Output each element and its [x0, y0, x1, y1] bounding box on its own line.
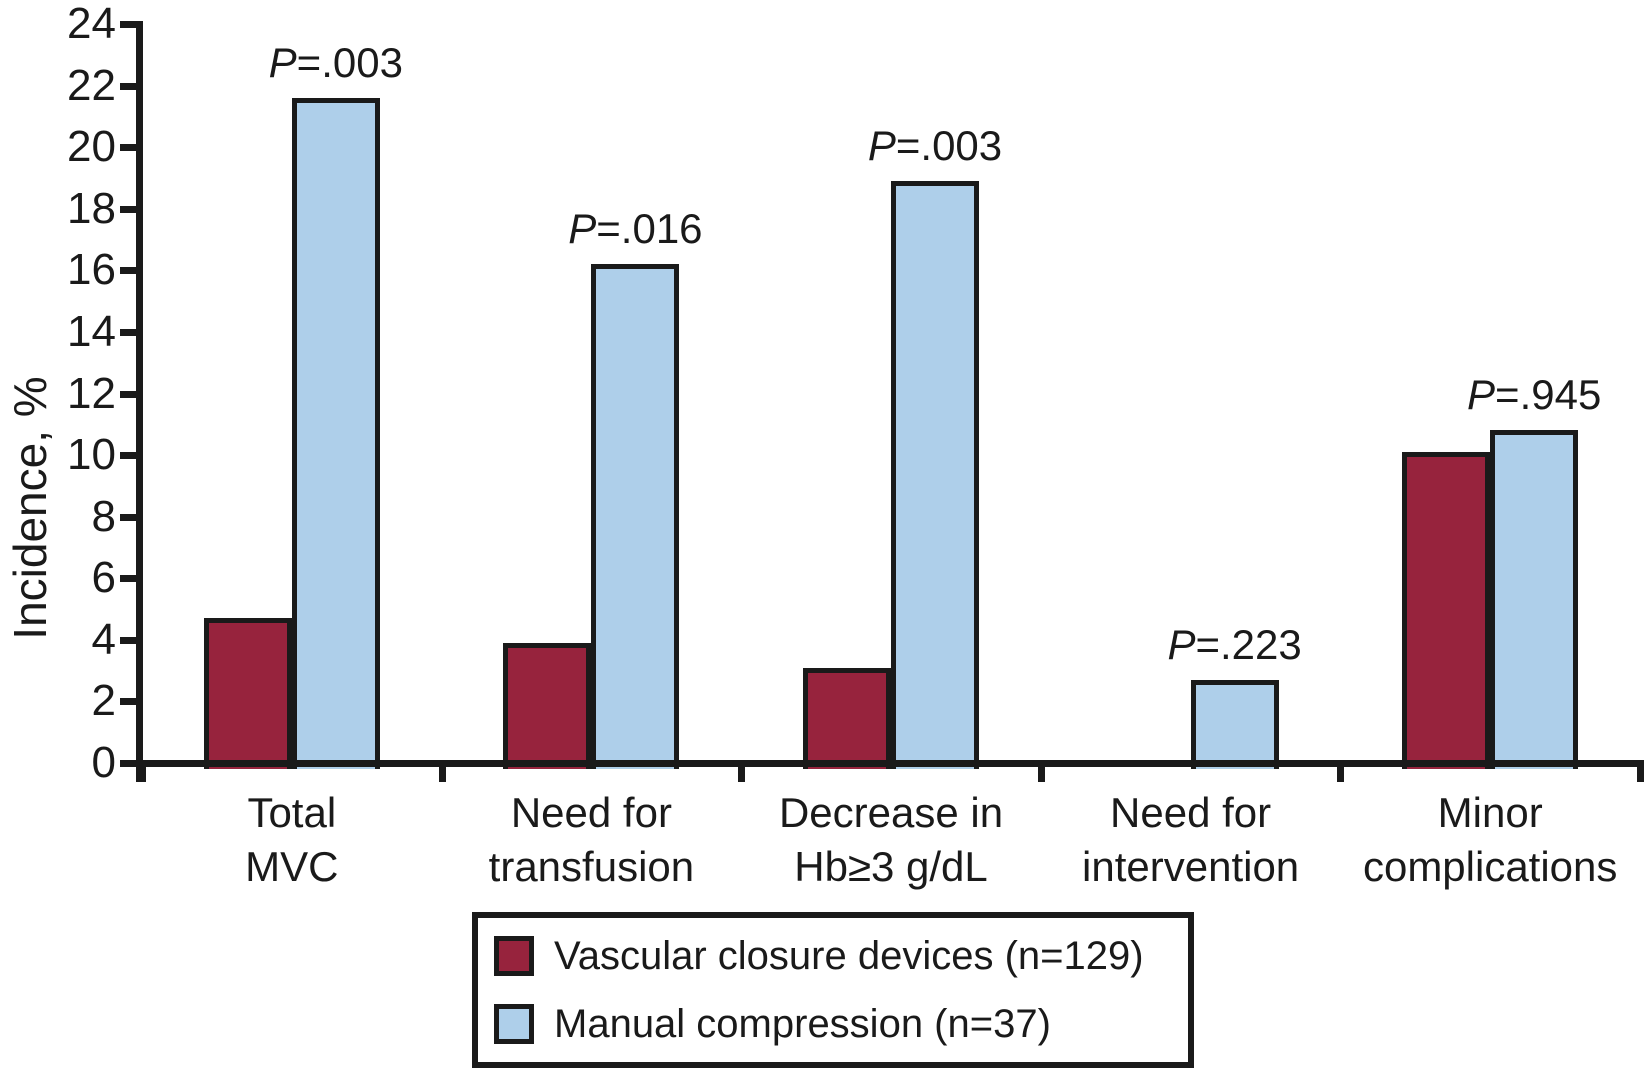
x-category-label-line: Hb≥3 g/dL: [794, 843, 988, 890]
p-value-label-minor-complications: P=.945: [1467, 371, 1602, 419]
y-axis-tick-label: 18: [67, 183, 116, 233]
bar-manual-compression-n-37-decrease-in-hb-3-g-dl: [891, 181, 979, 769]
bar-vascular-closure-devices-n-129-need-for-transfusion: [503, 642, 592, 769]
y-axis-tick-label: 0: [91, 738, 116, 787]
x-category-label-line: MVC: [245, 843, 339, 890]
x-axis-line: [136, 760, 1644, 767]
bar-vascular-closure-devices-n-129-decrease-in-hb-3-g-dl: [803, 667, 891, 769]
y-axis-tick: [120, 575, 142, 583]
y-axis-tick-label: 8: [91, 491, 116, 541]
bar-manual-compression-n-37-need-for-transfusion: [591, 264, 680, 769]
x-category-label-decrease-in-hb-3-g-dl: Decrease in Hb≥3 g/dL: [779, 786, 1003, 894]
x-category-label-line: Need for: [1110, 789, 1272, 836]
p-value-label-need-for-transfusion: P=.016: [568, 205, 703, 253]
bar-manual-compression-n-37-minor-complications: [1490, 430, 1579, 769]
legend-label-vascular-closure-devices: Vascular closure devices (n=129): [554, 934, 1144, 978]
y-axis-tick-label: 14: [67, 306, 116, 356]
x-category-label-total-mvc: Total MVC: [245, 786, 338, 894]
x-axis-tick: [438, 763, 446, 782]
bar-vascular-closure-devices-n-129-total-mvc: [203, 618, 292, 769]
y-axis-tick: [120, 21, 142, 28]
legend-swatch-manual-compression: [494, 1004, 534, 1044]
y-axis-tick: [120, 390, 142, 398]
bar-manual-compression-n-37-total-mvc: [291, 97, 380, 769]
y-axis-tick: [120, 636, 142, 644]
x-category-label-line: transfusion: [488, 843, 695, 890]
y-axis-tick-label: 2: [91, 676, 116, 726]
x-category-label-need-for-intervention: Need for intervention: [1082, 786, 1299, 894]
x-category-label-line: Minor: [1437, 789, 1543, 836]
y-axis-tick: [120, 328, 142, 336]
x-axis-tick: [1337, 763, 1345, 782]
x-category-label-line: complications: [1362, 843, 1618, 890]
x-category-label-minor-complications: Minor complications: [1363, 786, 1617, 894]
legend-swatch-vascular-closure-devices: [494, 936, 534, 976]
x-axis-tick: [139, 763, 146, 782]
legend-label-manual-compression: Manual compression (n=37): [554, 1002, 1051, 1046]
x-axis-tick: [738, 763, 746, 782]
p-value-label-total-mvc: P=.003: [268, 38, 403, 86]
y-axis-tick: [120, 698, 142, 706]
legend-row-vcd: Vascular closure devices (n=129): [494, 934, 1188, 978]
p-value-label-decrease-in-hb-3-g-dl: P=.003: [867, 122, 1003, 170]
y-axis-tick-label: 24: [67, 0, 116, 48]
bar-manual-compression-n-37-need-for-intervention: [1190, 679, 1279, 769]
y-axis-tick-label: 16: [67, 245, 116, 295]
y-axis-tick: [120, 760, 142, 767]
y-axis-tick: [120, 513, 142, 521]
x-category-label-line: intervention: [1082, 843, 1300, 890]
y-axis-tick-label: 22: [67, 60, 116, 110]
y-axis-tick: [120, 267, 142, 275]
y-axis-tick: [120, 144, 142, 152]
y-axis-tick: [120, 82, 142, 90]
x-axis-tick: [1637, 763, 1644, 782]
x-category-label-need-for-transfusion: Need for transfusion: [489, 786, 694, 894]
y-axis-tick: [120, 452, 142, 460]
y-axis-tick: [120, 205, 142, 213]
x-category-label-line: Decrease in: [778, 789, 1004, 836]
y-axis-line: [136, 21, 143, 782]
x-category-label-line: Need for: [510, 789, 672, 836]
x-category-label-line: Total: [247, 789, 337, 836]
y-axis-tick-label: 4: [91, 614, 116, 664]
legend: Vascular closure devices (n=129) Manual …: [472, 912, 1194, 1068]
bar-vascular-closure-devices-n-129-minor-complications: [1402, 452, 1491, 769]
y-axis-tick-label: 6: [91, 553, 116, 603]
y-axis-tick-label: 10: [67, 430, 116, 480]
p-value-label-need-for-intervention: P=.223: [1167, 620, 1302, 668]
y-axis-tick-label: 20: [67, 122, 116, 172]
legend-row-mc: Manual compression (n=37): [494, 1002, 1188, 1046]
x-axis-tick: [1037, 763, 1045, 782]
y-axis-tick-label: 12: [67, 368, 116, 418]
